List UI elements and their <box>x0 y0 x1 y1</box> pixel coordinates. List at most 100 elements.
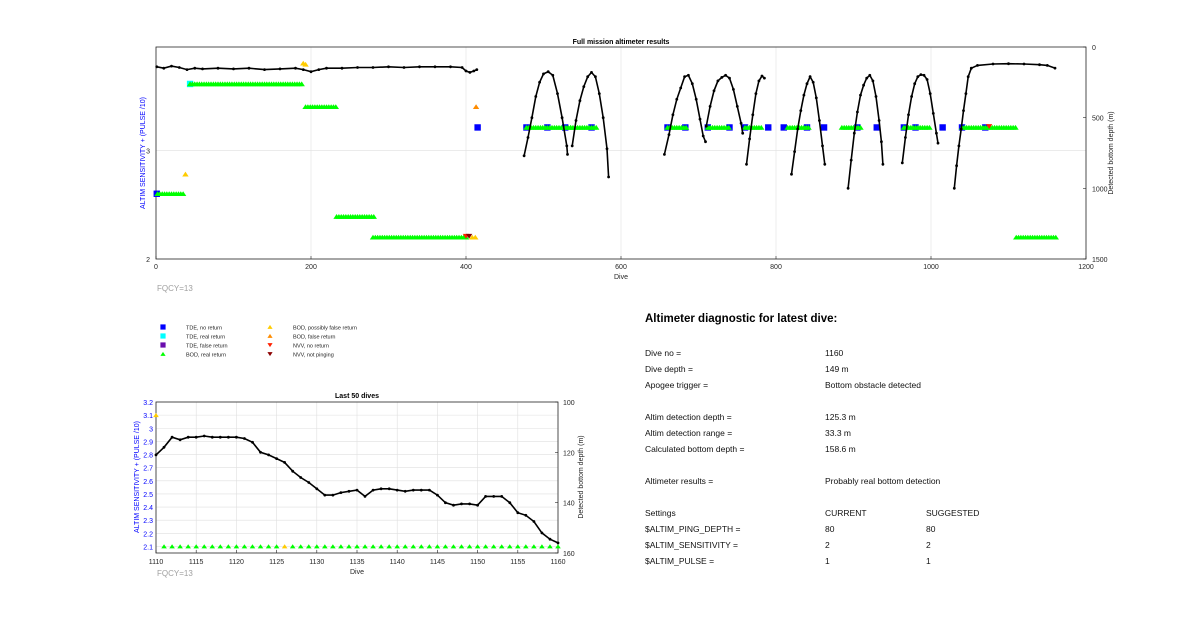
depth-trace-point <box>720 76 724 79</box>
small-depth-trace-point <box>540 531 544 535</box>
depth-trace-point <box>745 162 748 166</box>
small-x-tick-label: 1110 <box>149 559 164 566</box>
depth-trace-point <box>582 85 586 88</box>
depth-trace-point <box>170 64 173 68</box>
small-y-tick-label: 2.1 <box>143 544 153 551</box>
small-depth-trace-point <box>251 440 254 444</box>
marker-bod-real-return <box>193 544 199 549</box>
legend-tde-real-return: TDE, real return <box>160 333 225 341</box>
small-depth-trace-point <box>484 495 487 498</box>
depth-trace-point <box>162 66 166 70</box>
depth-trace-point <box>402 66 406 69</box>
depth-trace-point <box>907 113 910 117</box>
marker-bod-real-return <box>523 544 529 549</box>
small-y2-tick-label: 100 <box>563 400 575 407</box>
depth-trace-point <box>460 66 464 69</box>
small-depth-trace-point <box>218 435 222 439</box>
depth-trace-point <box>760 74 764 78</box>
small-depth-trace-point <box>476 503 479 507</box>
small-x-ticks: 1110 1115 1120 1125 1130 1135 1140 1145 1150 1155… <box>149 550 566 566</box>
legend-tde-no-return-label: TDE, no return <box>186 326 222 332</box>
depth-trace-point <box>301 68 305 71</box>
marker-bod-real-return <box>297 544 304 549</box>
settings-suggested-header: SUGGESTED <box>926 508 980 518</box>
small-y-tick-label: 3.2 <box>143 400 153 407</box>
small-depth-trace-point <box>460 502 463 506</box>
depth-trace-point <box>216 66 220 70</box>
depth-trace-point <box>522 154 526 158</box>
small-x-tick-label: 1145 <box>430 559 445 566</box>
depth-trace-point <box>1038 63 1041 67</box>
depth-trace-point <box>679 86 683 90</box>
marker-bod-real-return <box>506 544 513 549</box>
small-chart-title: Last 50 dives <box>335 393 379 400</box>
main-grid <box>155 47 1087 260</box>
small-depth-trace-point <box>154 453 158 457</box>
main-x-tick-label: 400 <box>460 264 472 271</box>
marker-bod-real-return <box>370 544 376 549</box>
depth-trace-point <box>683 75 686 79</box>
marker-bod-real-return <box>426 544 433 549</box>
depth-trace-line <box>790 74 826 175</box>
depth-trace-line <box>156 65 478 74</box>
depth-trace-point <box>177 66 181 69</box>
diag-value: 125.3 m <box>825 412 856 422</box>
small-depth-trace-point <box>323 493 327 497</box>
small-marks <box>153 412 561 549</box>
small-depth-trace-point <box>524 513 528 517</box>
depth-trace-point <box>925 78 929 81</box>
depth-trace-point <box>433 65 437 69</box>
depth-trace-point <box>862 83 865 87</box>
depth-trace-point <box>704 124 708 128</box>
small-depth-trace-point <box>186 435 190 439</box>
marker-bod-real-return <box>322 544 328 549</box>
depth-trace-point <box>823 162 827 166</box>
depth-trace-point <box>232 67 235 71</box>
depth-trace-point <box>751 113 755 117</box>
small-depth-trace-point <box>162 445 166 449</box>
depth-trace-point <box>594 75 597 79</box>
small-depth-trace-point <box>291 469 295 473</box>
depth-trace-line <box>847 74 884 189</box>
small-depth-trace-point <box>556 541 560 545</box>
setting-suggested: 2 <box>926 540 931 550</box>
depth-trace-point <box>931 112 935 115</box>
depth-trace-point <box>913 82 917 86</box>
small-y-tick-label: 2.3 <box>143 518 153 525</box>
depth-trace-line <box>901 73 939 163</box>
small-depth-trace-point <box>411 488 415 492</box>
main-depth-trace <box>155 62 1057 190</box>
depth-trace-point <box>701 134 705 138</box>
depth-trace-point <box>712 89 716 93</box>
small-y-axis-label: ALTIM SENSITIVITY + (PULSE /10) <box>134 421 141 533</box>
depth-trace-point <box>735 105 739 108</box>
depth-trace-point <box>868 73 872 77</box>
marker-bod-real-return <box>241 544 248 549</box>
depth-trace-point <box>757 79 761 83</box>
marker-bod-real-return <box>161 544 167 549</box>
depth-trace-point <box>556 92 559 95</box>
depth-trace-point <box>546 70 550 74</box>
depth-trace-point <box>799 109 803 112</box>
main-y2-axis-label: Detected bottom depth (m) <box>1108 111 1115 194</box>
depth-trace-point <box>663 153 666 156</box>
small-depth-trace-point <box>267 453 270 457</box>
small-y-tick-label: 2.5 <box>143 492 153 499</box>
setting-suggested: 1 <box>926 556 931 566</box>
small-depth-trace-point <box>202 434 206 438</box>
marker-tde-no-return <box>939 124 946 131</box>
diag-value: 1160 <box>825 348 844 358</box>
marker-bod-real-return <box>305 544 312 549</box>
marker-bod-real-return <box>179 191 187 197</box>
diag-label: Dive no = <box>645 348 682 358</box>
depth-trace-point <box>871 79 875 83</box>
small-depth-trace-point <box>347 489 351 493</box>
depth-trace-point <box>542 72 545 76</box>
depth-trace-point <box>607 175 610 179</box>
depth-trace-point <box>865 76 869 80</box>
depth-trace-point <box>690 82 694 86</box>
marker-bod-possibly-false-return <box>182 171 189 177</box>
marker-bod-real-return <box>805 124 812 130</box>
small-y2-ticks: 100 120 140 160 <box>555 400 575 558</box>
